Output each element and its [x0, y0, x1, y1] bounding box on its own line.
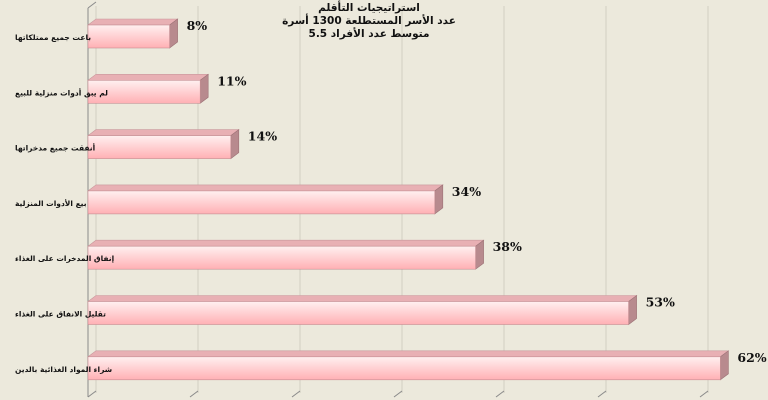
value-label: 14% — [248, 129, 277, 144]
value-label: 11% — [217, 73, 246, 88]
bar-front-face — [87, 24, 170, 49]
bar-front-face — [87, 245, 476, 270]
bar — [87, 350, 730, 381]
chart-title-line-1: استراتيجيات التأقلم — [318, 0, 420, 14]
bar — [87, 294, 638, 326]
floor-tick — [495, 390, 505, 398]
bar-front-face — [87, 135, 232, 159]
value-label: 34% — [452, 184, 481, 199]
bar — [87, 18, 179, 49]
category-label: باعت جميع ممتلكاتها — [15, 33, 91, 42]
bar — [87, 184, 444, 215]
value-label: 62% — [737, 350, 766, 365]
floor-tick — [291, 390, 301, 398]
bar-top-face — [87, 18, 179, 26]
bar-front-face — [87, 301, 629, 325]
floor-tick — [699, 390, 709, 398]
chart-title-line-3: متوسط عدد الأفراد 5.5 — [309, 27, 430, 40]
bar-front-face — [87, 356, 721, 381]
bar-top-face — [87, 184, 444, 192]
bar-top-face — [87, 74, 210, 81]
category-label: شراء المواد الغذائية بالدين — [15, 365, 112, 374]
floor-tick — [597, 390, 607, 398]
bar-top-face — [87, 129, 240, 136]
floor-tick — [393, 390, 403, 398]
floor-tick — [189, 390, 199, 398]
bar-top-face — [87, 239, 485, 247]
value-label: 38% — [493, 239, 522, 254]
category-label: لم يبق أدوات منزلية للبيع — [15, 87, 108, 97]
category-label: بيع الأدوات المنزلية — [15, 199, 87, 208]
chart-title-line-2: عدد الأسر المستطلعة 1300 أسرة — [282, 13, 456, 27]
bar — [87, 239, 485, 270]
bar-front-face — [87, 190, 436, 215]
bar-top-face — [87, 350, 730, 358]
category-label: إنفاق المدخرات على الغذاء — [15, 254, 114, 263]
bar-top-face — [87, 295, 638, 302]
value-label: 8% — [187, 18, 208, 33]
category-label: أنفقت جميع مدخراتها — [15, 143, 95, 153]
bar — [87, 73, 210, 104]
bar — [87, 129, 240, 160]
axis-depth-line — [87, 1, 97, 9]
bar-front-face — [87, 80, 201, 104]
floor-tick — [87, 390, 97, 398]
category-label: تقليل الانفاق على الغذاء — [15, 310, 106, 319]
value-label: 53% — [646, 295, 675, 310]
